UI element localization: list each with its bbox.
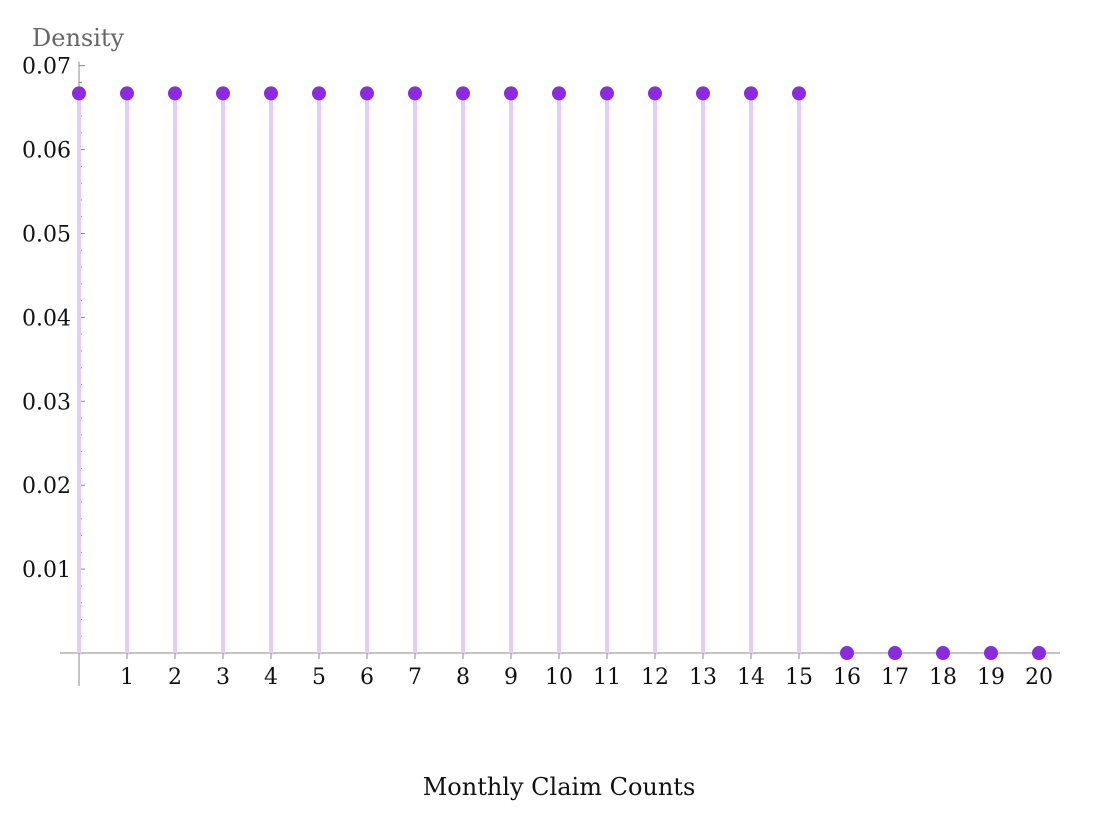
x-tick-label: 4 — [264, 665, 278, 690]
x-tick-label: 9 — [504, 665, 518, 690]
data-point — [792, 86, 806, 101]
data-point — [936, 646, 950, 660]
x-tick-label: 2 — [168, 665, 182, 690]
x-axis-label: Monthly Claim Counts — [423, 773, 696, 801]
x-tick-label: 13 — [689, 665, 717, 690]
x-tick-label: 18 — [929, 665, 957, 690]
x-tick-label: 14 — [737, 665, 765, 690]
data-point — [168, 86, 182, 101]
data-point — [696, 86, 710, 101]
y-axis-label: Density — [32, 24, 125, 52]
x-tick-label: 6 — [360, 665, 374, 690]
x-tick-label: 19 — [977, 665, 1005, 690]
x-tick-label: 8 — [456, 665, 470, 690]
data-point — [600, 86, 614, 101]
y-tick-label: 0.04 — [22, 306, 71, 331]
data-point — [408, 86, 422, 101]
data-point — [312, 86, 326, 101]
y-tick-label: 0.01 — [22, 558, 71, 583]
tick-labels: 0.010.020.030.040.050.060.071 2 3 4 5 6 7 8 9 10 1… — [22, 55, 1053, 690]
data-point — [888, 646, 902, 660]
y-tick-label: 0.02 — [22, 474, 71, 499]
y-tick-label: 0.03 — [22, 390, 71, 415]
data-point — [456, 86, 470, 101]
stems — [77, 93, 801, 653]
x-tick-label: 11 — [593, 665, 621, 690]
x-tick-label: 15 — [785, 665, 813, 690]
x-tick-label: 12 — [641, 665, 669, 690]
data-point — [744, 86, 758, 101]
y-tick-label: 0.05 — [22, 223, 71, 248]
data-point — [120, 86, 134, 101]
data-point — [72, 86, 86, 101]
data-point — [216, 86, 230, 101]
data-point — [360, 86, 374, 101]
data-point — [840, 646, 854, 660]
data-point — [1032, 646, 1046, 660]
x-tick-label: 16 — [833, 665, 861, 690]
data-point — [552, 86, 566, 101]
x-tick-label: 17 — [881, 665, 909, 690]
x-tick-label: 10 — [545, 665, 573, 690]
data-point — [648, 86, 662, 101]
x-tick-label: 1 — [120, 665, 134, 690]
x-tick-label: 20 — [1025, 665, 1053, 690]
data-point — [264, 86, 278, 101]
y-tick-label: 0.07 — [22, 55, 71, 80]
x-tick-label: 3 — [216, 665, 230, 690]
data-point — [504, 86, 518, 101]
x-tick-label: 5 — [312, 665, 326, 690]
points — [72, 86, 1046, 660]
x-tick-label: 7 — [408, 665, 422, 690]
y-tick-label: 0.06 — [22, 139, 71, 164]
data-point — [984, 646, 998, 660]
